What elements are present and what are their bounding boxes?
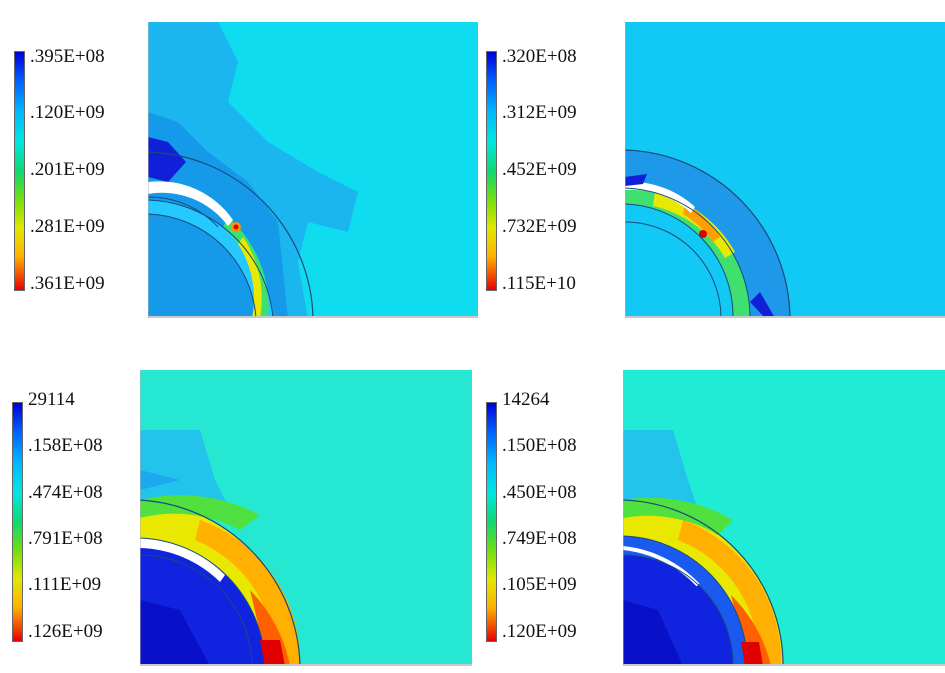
legend-tick: .120E+09 bbox=[502, 621, 577, 642]
legend-tick: .395E+08 bbox=[30, 46, 105, 67]
panel-bottom-right: 14264 .150E+08 .450E+08 .749E+08 .105E+0… bbox=[480, 350, 945, 673]
legend-tick: .115E+10 bbox=[502, 273, 576, 294]
contour-plot-top-left bbox=[148, 22, 478, 318]
legend-tick: .749E+08 bbox=[502, 528, 577, 549]
legend-tick: .201E+09 bbox=[30, 159, 105, 180]
legend-tick: .111E+09 bbox=[28, 574, 102, 595]
legend-tick: .105E+09 bbox=[502, 574, 577, 595]
legend-tick: .126E+09 bbox=[28, 621, 103, 642]
legend-tick: .312E+09 bbox=[502, 102, 577, 123]
legend-tick: .452E+09 bbox=[502, 159, 577, 180]
legend-tick: .120E+09 bbox=[30, 102, 105, 123]
legend-tick: .450E+08 bbox=[502, 482, 577, 503]
legend-tick: .150E+08 bbox=[502, 435, 577, 456]
colorbar-top-right bbox=[486, 51, 497, 291]
legend-tick: 29114 bbox=[28, 389, 75, 410]
legend-tick: .361E+09 bbox=[30, 273, 105, 294]
legend-bottom-left: 29114 .158E+08 .474E+08 .791E+08 .111E+0… bbox=[12, 390, 152, 650]
panel-bottom-left: 29114 .158E+08 .474E+08 .791E+08 .111E+0… bbox=[0, 350, 480, 673]
legend-tick: .791E+08 bbox=[28, 528, 103, 549]
contour-plot-bottom-left bbox=[140, 370, 472, 666]
legend-tick: 14264 bbox=[502, 389, 550, 410]
legend-tick: .474E+08 bbox=[28, 482, 103, 503]
legend-bottom-right: 14264 .150E+08 .450E+08 .749E+08 .105E+0… bbox=[486, 390, 626, 650]
contour-plot-bottom-right bbox=[623, 370, 945, 666]
colorbar-top-left bbox=[14, 51, 25, 291]
legend-tick: .158E+08 bbox=[28, 435, 103, 456]
panel-top-right: .320E+08 .312E+09 .452E+09 .732E+09 .115… bbox=[480, 0, 945, 325]
colorbar-bottom-left bbox=[12, 402, 23, 642]
legend-tick: .281E+09 bbox=[30, 216, 105, 237]
legend-tick: .732E+09 bbox=[502, 216, 577, 237]
legend-tick: .320E+08 bbox=[502, 46, 577, 67]
panel-top-left: .395E+08 .120E+09 .201E+09 .281E+09 .361… bbox=[0, 0, 480, 325]
legend-top-left: .395E+08 .120E+09 .201E+09 .281E+09 .361… bbox=[14, 47, 154, 297]
legend-top-right: .320E+08 .312E+09 .452E+09 .732E+09 .115… bbox=[486, 47, 626, 297]
colorbar-bottom-right bbox=[486, 402, 497, 642]
contour-plot-top-right bbox=[625, 22, 945, 318]
